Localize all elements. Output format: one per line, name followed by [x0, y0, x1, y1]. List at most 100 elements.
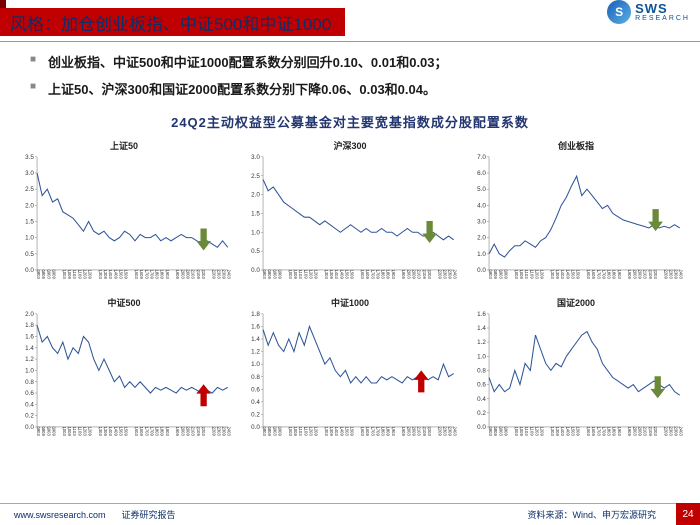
logo-main-text: SWS	[635, 2, 690, 15]
svg-text:2403: 2403	[679, 270, 684, 280]
svg-text:1.0: 1.0	[251, 229, 260, 236]
chart-panel: 国证20000.00.20.40.60.81.01.21.41.60803080…	[466, 296, 686, 449]
svg-text:0.5: 0.5	[251, 248, 260, 255]
svg-text:1.8: 1.8	[25, 322, 34, 329]
svg-text:1.0: 1.0	[477, 251, 486, 258]
svg-text:1209: 1209	[314, 270, 319, 280]
svg-text:1509: 1509	[350, 427, 355, 437]
svg-text:3.0: 3.0	[25, 170, 34, 177]
svg-text:2403: 2403	[679, 427, 684, 437]
svg-text:2203: 2203	[201, 427, 206, 437]
svg-text:1509: 1509	[350, 270, 355, 280]
svg-text:0.0: 0.0	[25, 267, 34, 274]
page-number: 24	[676, 503, 700, 525]
chart-section-title: 24Q2主动权益型公募基金对主要宽基指数成分股配置系数	[30, 112, 670, 131]
chart-panel: 创业板指0.01.02.03.04.05.06.07.0080308090903…	[466, 139, 686, 292]
footer-report-type: 证券研究报告	[122, 508, 176, 521]
svg-text:0.2: 0.2	[251, 412, 260, 419]
svg-text:4.0: 4.0	[477, 202, 486, 209]
svg-text:3.0: 3.0	[251, 154, 260, 161]
svg-text:2.5: 2.5	[25, 186, 34, 193]
svg-text:0909: 0909	[504, 270, 509, 280]
svg-text:1.5: 1.5	[25, 219, 34, 226]
title-tab: 风格：加仓创业板指、中证500和中证1000	[0, 8, 345, 36]
svg-text:0909: 0909	[278, 270, 283, 280]
svg-text:1209: 1209	[540, 270, 545, 280]
bullet-item: 创业板指、中证500和中证1000配置系数分别回升0.10、0.01和0.03；	[30, 52, 670, 71]
svg-text:1509: 1509	[124, 427, 129, 437]
svg-text:1.0: 1.0	[477, 353, 486, 360]
svg-text:1.0: 1.0	[251, 361, 260, 368]
svg-text:0.6: 0.6	[25, 390, 34, 397]
svg-text:0.6: 0.6	[251, 386, 260, 393]
chart-title-label: 中证500	[107, 296, 140, 309]
bullet-item: 上证50、沪深300和国证2000配置系数分别下降0.06、0.03和0.04。	[30, 79, 670, 98]
svg-text:0.2: 0.2	[477, 410, 486, 417]
svg-text:2203: 2203	[427, 270, 432, 280]
chart-panel: 中证5000.00.20.40.60.81.01.21.41.61.82.008…	[14, 296, 234, 449]
chart-panel: 上证500.00.51.01.52.02.53.03.5080308090903…	[14, 139, 234, 292]
footer: www.swsresearch.com 证券研究报告 资料来源：Wind、申万宏…	[0, 503, 700, 525]
svg-text:1.5: 1.5	[251, 211, 260, 218]
bullet-list: 创业板指、中证500和中证1000配置系数分别回升0.10、0.01和0.03；…	[30, 52, 670, 98]
svg-text:0.4: 0.4	[477, 396, 486, 403]
logo-sub-text: RESEARCH	[635, 15, 690, 22]
svg-text:2203: 2203	[653, 427, 658, 437]
svg-text:2.0: 2.0	[251, 192, 260, 199]
svg-text:0.0: 0.0	[477, 267, 486, 274]
sws-logo: S SWS RESEARCH	[607, 0, 690, 24]
chart-panel: 沪深3000.00.51.01.52.02.53.008030809090309…	[240, 139, 460, 292]
svg-text:1209: 1209	[88, 270, 93, 280]
svg-text:2.0: 2.0	[25, 202, 34, 209]
chart-grid: 上证500.00.51.01.52.02.53.03.5080308090903…	[0, 139, 700, 449]
svg-text:2403: 2403	[227, 427, 232, 437]
svg-text:1903: 1903	[391, 427, 396, 437]
svg-text:1903: 1903	[165, 270, 170, 280]
svg-text:1.0: 1.0	[25, 235, 34, 242]
svg-text:0909: 0909	[278, 427, 283, 437]
svg-text:2203: 2203	[653, 270, 658, 280]
svg-text:1509: 1509	[576, 427, 581, 437]
svg-text:1509: 1509	[576, 270, 581, 280]
svg-text:6.0: 6.0	[477, 170, 486, 177]
svg-text:0.6: 0.6	[477, 382, 486, 389]
svg-text:0.8: 0.8	[477, 368, 486, 375]
header: 风格：加仓创业板指、中证500和中证1000 S SWS RESEARCH	[0, 0, 700, 42]
svg-text:0.2: 0.2	[25, 413, 34, 420]
svg-text:0.5: 0.5	[25, 251, 34, 258]
svg-text:1.6: 1.6	[25, 334, 34, 341]
svg-text:1.4: 1.4	[25, 345, 34, 352]
chart-panel: 中证10000.00.20.40.60.81.01.21.41.61.80803…	[240, 296, 460, 449]
svg-text:1.2: 1.2	[25, 356, 34, 363]
svg-text:0.0: 0.0	[25, 424, 34, 431]
svg-text:1.2: 1.2	[477, 339, 486, 346]
chart-title-label: 沪深300	[333, 139, 366, 152]
svg-text:2.0: 2.0	[477, 235, 486, 242]
page-title: 风格：加仓创业板指、中证500和中证1000	[10, 10, 331, 35]
svg-text:1209: 1209	[540, 427, 545, 437]
svg-text:0.8: 0.8	[251, 374, 260, 381]
chart-title-label: 国证2000	[557, 296, 595, 309]
svg-text:2.0: 2.0	[25, 311, 34, 318]
svg-text:1.6: 1.6	[477, 311, 486, 318]
svg-text:0909: 0909	[504, 427, 509, 437]
svg-text:2403: 2403	[227, 270, 232, 280]
svg-text:1509: 1509	[124, 270, 129, 280]
svg-text:3.5: 3.5	[25, 154, 34, 161]
content-area: 创业板指、中证500和中证1000配置系数分别回升0.10、0.01和0.03；…	[0, 42, 700, 131]
svg-text:1209: 1209	[88, 427, 93, 437]
svg-text:1903: 1903	[165, 427, 170, 437]
svg-text:1.6: 1.6	[251, 324, 260, 331]
svg-text:1903: 1903	[617, 427, 622, 437]
footer-url: www.swsresearch.com	[14, 510, 106, 520]
svg-text:3.0: 3.0	[477, 219, 486, 226]
svg-text:1903: 1903	[617, 270, 622, 280]
svg-text:1.0: 1.0	[25, 368, 34, 375]
svg-text:7.0: 7.0	[477, 154, 486, 161]
svg-text:2.5: 2.5	[251, 173, 260, 180]
svg-text:1209: 1209	[314, 427, 319, 437]
svg-text:0.4: 0.4	[25, 401, 34, 408]
svg-text:2203: 2203	[427, 427, 432, 437]
svg-text:0.4: 0.4	[251, 399, 260, 406]
svg-text:1903: 1903	[391, 270, 396, 280]
